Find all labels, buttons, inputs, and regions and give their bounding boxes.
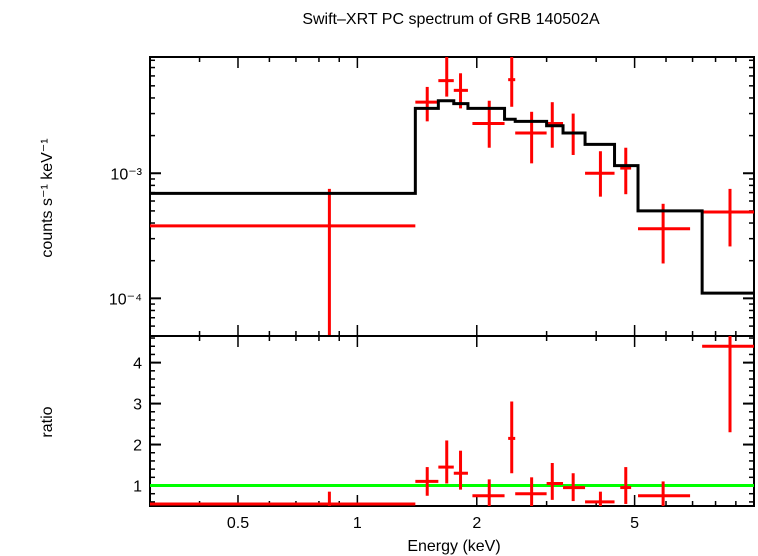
ratio-y-axis-label: ratio [39,406,56,437]
data-point [638,481,691,506]
spectrum-y-axis-label: counts s⁻¹ keV⁻¹ [39,138,56,257]
data-point [620,147,632,195]
data-point [620,467,632,504]
x-tick-label: 1 [353,515,362,532]
data-point [585,491,615,506]
spectrum-panel: 10⁻³ 10⁻⁴ [109,56,755,337]
data-point [563,473,586,502]
plot-frame [149,335,755,507]
y-tick-label: 10⁻³ [110,166,142,183]
data-point [438,440,454,484]
y-tick-label: 1 [133,479,142,496]
y-tick-label: 3 [133,397,142,414]
data-point [638,203,691,264]
data-point [150,188,416,336]
y-tick-label: 10⁻⁴ [109,291,142,308]
x-tick-label: 2 [472,515,481,532]
x-tick-label: 0.5 [227,515,249,532]
x-axis-label: Energy (keV) [407,538,500,555]
data-point [472,479,505,506]
data-point [415,467,439,496]
data-point [702,188,754,247]
x-tick-label: 5 [630,515,639,532]
model-step-line [150,99,754,295]
plot-frame [149,56,755,337]
y-tick-label: 4 [133,356,142,373]
data-point [453,450,468,490]
data-point [702,336,754,433]
y-tick-label: 2 [133,438,142,455]
data-point [438,57,454,97]
data-point [546,462,564,500]
ratio-panel: 1 2 3 4 [133,335,755,507]
data-point [150,491,416,506]
chart-title: Swift–XRT PC spectrum of GRB 140502A [302,11,600,28]
data-point [508,401,516,474]
data-point [515,477,547,506]
data-point [515,111,547,164]
data-point [585,151,615,197]
data-point [415,86,439,122]
data-point [508,57,516,107]
